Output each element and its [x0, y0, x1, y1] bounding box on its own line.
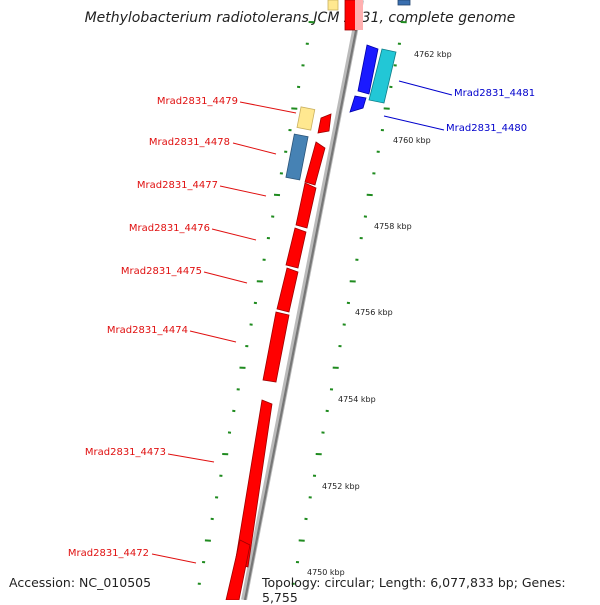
gene-mrad2831-4474-b [263, 312, 289, 382]
gene-label-mrad2831-4481: Mrad2831_4481 [454, 88, 535, 99]
gene-mrad2831-4479 [318, 114, 331, 133]
gene-label-mrad2831-4477: Mrad2831_4477 [137, 180, 218, 191]
gene-top-yellow [328, 0, 338, 10]
gene-label-mrad2831-4476: Mrad2831_4476 [129, 223, 210, 234]
gene-top-red [345, 0, 356, 30]
genome-summary-text: Topology: circular; Length: 6,077,833 bp… [262, 575, 600, 605]
scale-label-4752: 4752 kbp [322, 482, 360, 491]
scale-label-4758: 4758 kbp [374, 222, 412, 231]
gene-label-mrad2831-4473: Mrad2831_4473 [85, 447, 166, 458]
gene-mrad2831-4477 [305, 142, 325, 185]
gene-label-mrad2831-4478: Mrad2831_4478 [149, 137, 230, 148]
gene-label-mrad2831-4474: Mrad2831_4474 [107, 325, 188, 336]
gene-mrad2831-4475 [286, 228, 306, 268]
scale-label-4760: 4760 kbp [393, 136, 431, 145]
gene-mrad2831-4479-yellow [297, 107, 315, 130]
scale-label-4762: 4762 kbp [414, 50, 452, 59]
gene-label-mrad2831-4472: Mrad2831_4472 [68, 548, 149, 559]
scale-label-4754: 4754 kbp [338, 395, 376, 404]
gene-label-mrad2831-4480: Mrad2831_4480 [446, 123, 527, 134]
accession-text: Accession: NC_010505 [9, 575, 151, 590]
gene-top-pink [355, 0, 363, 30]
gene-label-mrad2831-4475: Mrad2831_4475 [121, 266, 202, 277]
gene-mrad2831-4478 [286, 134, 308, 180]
gene-mrad2831-4476 [296, 183, 316, 228]
gene-mrad2831-4474-a [277, 268, 298, 312]
scale-label-4756: 4756 kbp [355, 308, 393, 317]
gene-top-blue [398, 0, 410, 5]
gene-mrad2831-4481-b [350, 96, 366, 112]
genome-backbone-shade [245, 0, 362, 600]
gene-label-mrad2831-4479: Mrad2831_4479 [157, 96, 238, 107]
